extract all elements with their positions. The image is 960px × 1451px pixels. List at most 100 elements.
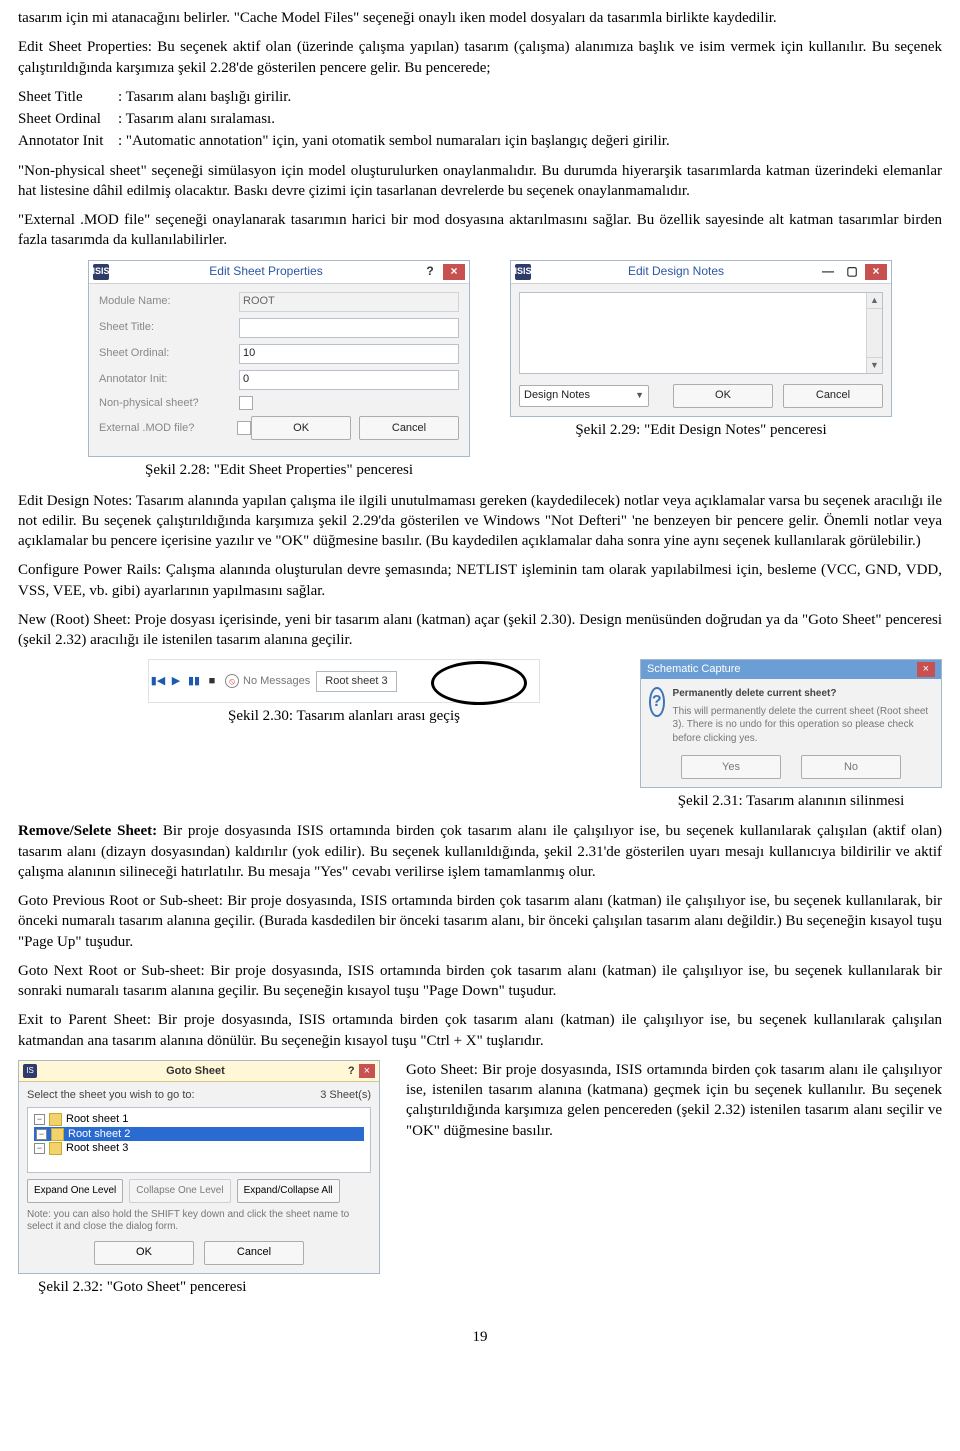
paragraph-text: Bir proje dosyasında ISIS ortamında bird…: [18, 823, 942, 880]
def-key: Annotator Init: [18, 131, 118, 151]
titlebar: Schematic Capture ×: [641, 660, 941, 679]
external-mod-checkbox[interactable]: [237, 421, 251, 435]
paragraph: "Non-physical sheet" seçeneği simülasyon…: [18, 161, 942, 202]
sheet-tabbar: ▮◀ ▶ ▮▮ ■ ⦸ No Messages Root sheet 3: [148, 659, 540, 703]
tree-item[interactable]: − Root sheet 1: [34, 1112, 364, 1127]
app-icon: ISIS: [515, 264, 531, 280]
figure-caption: Şekil 2.30: Tasarım alanları arası geçiş: [228, 706, 460, 726]
nonphysical-checkbox[interactable]: [239, 396, 253, 410]
status-no-messages: ⦸ No Messages: [225, 674, 310, 689]
ok-button[interactable]: OK: [251, 416, 351, 440]
tree-item-selected[interactable]: − Root sheet 2: [34, 1127, 364, 1142]
nav-pause-icon[interactable]: ▮▮: [185, 674, 203, 689]
chevron-down-icon: ▼: [635, 389, 644, 401]
figure-caption: Şekil 2.31: Tasarım alanının silinmesi: [678, 791, 905, 811]
edit-sheet-properties-window: ISIS Edit Sheet Properties ? × Module Na…: [88, 260, 470, 458]
paragraph: Configure Power Rails: Çalışma alanında …: [18, 560, 942, 601]
app-icon: ISIS: [93, 264, 109, 280]
close-button[interactable]: ×: [359, 1064, 375, 1079]
module-name-field: ROOT: [239, 292, 459, 312]
notes-textarea[interactable]: ▲ ▼: [519, 292, 883, 374]
strong-text: Remove/Selete Sheet:: [18, 823, 157, 839]
schematic-capture-dialog: Schematic Capture × ? Permanently delete…: [640, 659, 942, 788]
no-messages-label: No Messages: [243, 674, 310, 689]
paragraph: Edit Sheet Properties: Bu seçenek aktif …: [18, 37, 942, 78]
def-key: Sheet Ordinal: [18, 109, 118, 129]
tree-item-label: Root sheet 2: [68, 1127, 130, 1142]
external-mod-label: External .MOD file?: [99, 421, 237, 436]
goto-sheet-prompt: Select the sheet you wish to go to:: [27, 1088, 195, 1103]
edit-design-notes-window: ISIS Edit Design Notes — ▢ × ▲ ▼ Design …: [510, 260, 892, 417]
root-sheet-tab[interactable]: Root sheet 3: [316, 671, 396, 692]
close-button[interactable]: ×: [443, 264, 465, 280]
page-number: 19: [18, 1327, 942, 1347]
sheet-title-input[interactable]: [239, 318, 459, 338]
cancel-button[interactable]: Cancel: [783, 384, 883, 408]
cancel-button[interactable]: Cancel: [359, 416, 459, 440]
maximize-button[interactable]: ▢: [841, 264, 863, 280]
app-icon: IS: [23, 1064, 37, 1078]
sheet-ordinal-label: Sheet Ordinal:: [99, 346, 239, 361]
paragraph: Goto Sheet: Bir proje dosyasında, ISIS o…: [406, 1060, 942, 1141]
dialog-text: This will permanently delete the current…: [673, 706, 929, 744]
sheet-count: 3 Sheet(s): [320, 1088, 371, 1103]
question-icon: ?: [649, 687, 665, 717]
sheet-icon: [49, 1113, 62, 1126]
nav-stop-icon[interactable]: ■: [203, 674, 221, 689]
tree-item[interactable]: − Root sheet 3: [34, 1141, 364, 1156]
notes-type-select[interactable]: Design Notes ▼: [519, 385, 649, 407]
window-title: Goto Sheet: [43, 1064, 348, 1079]
minimize-button[interactable]: —: [817, 264, 839, 280]
annotation-circle: [431, 661, 527, 705]
paragraph: Remove/Selete Sheet: Bir proje dosyasınd…: [18, 821, 942, 882]
window-title: Edit Design Notes: [537, 263, 815, 279]
expand-one-button[interactable]: Expand One Level: [27, 1179, 123, 1203]
definition-list: Sheet Title : Tasarım alanı başlığı giri…: [18, 87, 942, 152]
annotator-init-input[interactable]: 0: [239, 370, 459, 390]
nav-first-icon[interactable]: ▮◀: [149, 674, 167, 689]
tree-item-label: Root sheet 1: [66, 1112, 128, 1127]
help-button[interactable]: ?: [419, 264, 441, 280]
close-button[interactable]: ×: [865, 264, 887, 280]
window-title: Schematic Capture: [647, 662, 741, 677]
paragraph: New (Root) Sheet: Proje dosyası içerisin…: [18, 610, 942, 651]
ok-button[interactable]: OK: [673, 384, 773, 408]
sheet-ordinal-input[interactable]: 10: [239, 344, 459, 364]
yes-button[interactable]: Yes: [681, 755, 781, 779]
collapse-icon[interactable]: −: [34, 1143, 45, 1154]
def-key: Sheet Title: [18, 87, 118, 107]
def-val: : Tasarım alanı sıralaması.: [118, 109, 942, 129]
figure-caption: Şekil 2.32: "Goto Sheet" penceresi: [38, 1277, 246, 1297]
collapse-icon[interactable]: −: [36, 1129, 47, 1140]
titlebar: ISIS Edit Design Notes — ▢ ×: [511, 261, 891, 284]
nav-prev-icon[interactable]: ▶: [167, 674, 185, 689]
paragraph: Goto Previous Root or Sub-sheet: Bir pro…: [18, 891, 942, 952]
module-name-label: Module Name:: [99, 294, 239, 309]
def-val: : "Automatic annotation" için, yani otom…: [118, 131, 942, 151]
paragraph: Edit Design Notes: Tasarım alanında yapı…: [18, 491, 942, 552]
help-button[interactable]: ?: [348, 1064, 355, 1079]
def-val: : Tasarım alanı başlığı girilir.: [118, 87, 942, 107]
goto-sheet-window: IS Goto Sheet ? × Select the sheet you w…: [18, 1060, 380, 1274]
cancel-button[interactable]: Cancel: [204, 1241, 304, 1265]
paragraph: "External .MOD file" seçeneği onaylanara…: [18, 210, 942, 251]
scroll-up-icon[interactable]: ▲: [867, 293, 882, 309]
collapse-one-button[interactable]: Collapse One Level: [129, 1179, 230, 1203]
expand-collapse-all-button[interactable]: Expand/Collapse All: [237, 1179, 340, 1203]
sheet-icon: [51, 1128, 64, 1141]
combo-value: Design Notes: [524, 388, 590, 403]
collapse-icon[interactable]: −: [34, 1114, 45, 1125]
scrollbar[interactable]: ▲ ▼: [866, 293, 882, 373]
window-title: Edit Sheet Properties: [115, 263, 417, 279]
annotator-init-label: Annotator Init:: [99, 372, 239, 387]
paragraph: Exit to Parent Sheet: Bir proje dosyasın…: [18, 1010, 942, 1051]
close-button[interactable]: ×: [917, 662, 935, 677]
no-button[interactable]: No: [801, 755, 901, 779]
tree-item-label: Root sheet 3: [66, 1141, 128, 1156]
scroll-down-icon[interactable]: ▼: [867, 357, 882, 373]
sheet-tree[interactable]: − Root sheet 1 − Root sheet 2 − Root sheet …: [27, 1107, 371, 1173]
figure-caption: Şekil 2.29: "Edit Design Notes" penceres…: [575, 420, 826, 440]
ok-button[interactable]: OK: [94, 1241, 194, 1265]
titlebar: IS Goto Sheet ? ×: [19, 1061, 379, 1082]
nonphysical-label: Non-physical sheet?: [99, 396, 239, 411]
